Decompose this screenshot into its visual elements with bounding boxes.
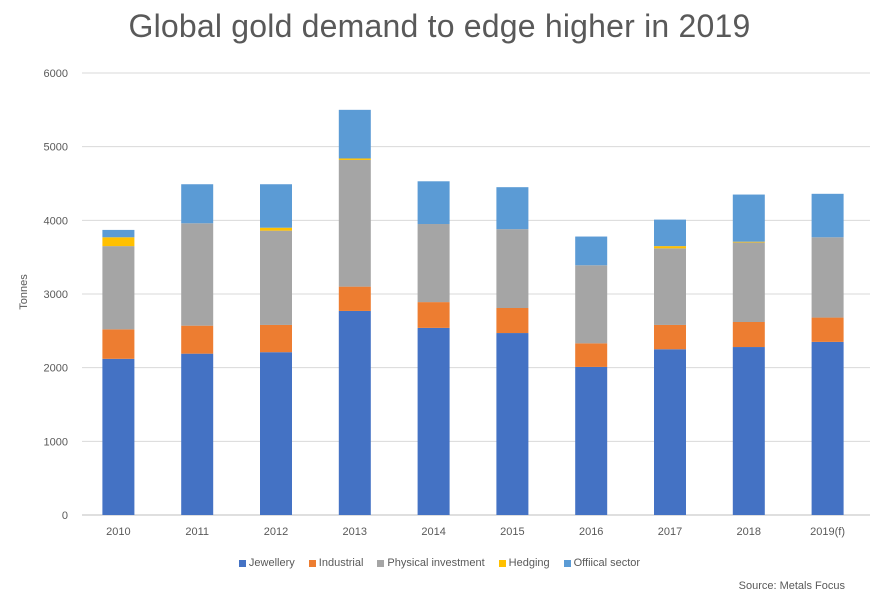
legend-swatch xyxy=(238,559,246,567)
bar-segment-offiical-sector xyxy=(811,193,844,238)
legend-label: Offiical sector xyxy=(573,557,641,569)
bar-segment-jewellery xyxy=(102,358,135,515)
bar-segment-offiical-sector xyxy=(496,187,529,230)
bar-segment-hedging xyxy=(102,237,135,247)
x-axis-ticks: 2010 2011 2012 2013 2014 2015 2016 2017 2018 2019… xyxy=(106,526,845,538)
legend-swatch xyxy=(308,559,316,567)
y-axis-label: Tonnes xyxy=(18,274,30,310)
y-tick-label: 2000 xyxy=(44,363,68,375)
legend-swatch xyxy=(377,559,385,567)
bar-segment-offiical-sector xyxy=(732,194,765,242)
y-tick-label: 3000 xyxy=(44,289,68,301)
bar-segment-physical-investment xyxy=(654,248,686,325)
legend-item: Hedging xyxy=(498,557,550,569)
x-tick-label: 2014 xyxy=(421,526,445,538)
bar-segment-offiical-sector xyxy=(102,229,135,238)
x-tick-label: 2015 xyxy=(500,526,524,538)
x-tick-label: 2019(f) xyxy=(810,526,845,538)
x-tick-label: 2016 xyxy=(579,526,603,538)
y-tick-label: 4000 xyxy=(44,215,68,227)
legend-label: Jewellery xyxy=(248,557,295,569)
bar-segment-physical-investment xyxy=(732,242,765,322)
legend-item: Jewellery xyxy=(238,557,295,569)
bar-segment-offiical-sector xyxy=(338,109,371,159)
bar-segment-jewellery xyxy=(496,333,529,515)
bar-segment-hedging xyxy=(338,158,371,160)
legend-label: Hedging xyxy=(508,557,550,569)
bar-segment-physical-investment xyxy=(260,230,292,325)
bar-segment-industrial xyxy=(417,302,450,328)
bar-segment-hedging xyxy=(732,241,765,243)
bar-segment-offiical-sector xyxy=(575,236,608,266)
bar-segment-industrial xyxy=(338,286,371,311)
y-tick-label: 6000 xyxy=(44,68,68,80)
bar-segment-physical-investment xyxy=(181,223,214,326)
bar-segment-offiical-sector xyxy=(417,181,450,225)
bar-segment-physical-investment xyxy=(338,159,371,287)
y-tick-label: 1000 xyxy=(44,436,68,448)
bar-segment-industrial xyxy=(654,324,686,350)
bar-segment-jewellery xyxy=(732,347,765,515)
legend-item: Offiical sector xyxy=(563,557,641,569)
y-tick-label: 0 xyxy=(62,510,68,522)
legend: Jewellery Industrial Physical investment He… xyxy=(0,557,879,569)
bar-segment-offiical-sector xyxy=(260,184,292,228)
bar-segment-hedging xyxy=(654,246,686,249)
bar-segment-physical-investment xyxy=(417,224,450,303)
bar-segment-industrial xyxy=(575,343,608,367)
bar-segment-physical-investment xyxy=(811,237,844,318)
bar-segment-hedging xyxy=(260,227,292,231)
bar-segment-jewellery xyxy=(181,353,214,515)
bar-segment-jewellery xyxy=(654,349,686,515)
bar-segment-offiical-sector xyxy=(181,184,214,224)
x-tick-label: 2011 xyxy=(185,526,209,538)
bar-segment-physical-investment xyxy=(575,265,608,344)
legend-label: Physical investment xyxy=(387,557,485,569)
legend-swatch xyxy=(498,559,506,567)
bars xyxy=(102,109,844,515)
bar-segment-physical-investment xyxy=(102,246,135,330)
legend-swatch xyxy=(563,559,571,567)
bar-segment-industrial xyxy=(260,324,292,353)
y-tick-label: 5000 xyxy=(44,142,68,154)
bar-segment-industrial xyxy=(496,307,529,334)
bar-segment-industrial xyxy=(181,325,214,354)
bar-segment-jewellery xyxy=(575,366,608,515)
x-tick-label: 2017 xyxy=(658,526,682,538)
legend-label: Industrial xyxy=(318,557,364,569)
x-tick-label: 2018 xyxy=(737,526,761,538)
bar-segment-jewellery xyxy=(260,352,292,515)
bar-segment-physical-investment xyxy=(496,229,529,308)
x-tick-label: 2012 xyxy=(264,526,288,538)
chart-title: Global gold demand to edge higher in 201… xyxy=(128,8,751,44)
legend-item: Physical investment xyxy=(377,557,485,569)
bar-segment-jewellery xyxy=(338,310,371,515)
gridlines xyxy=(82,72,870,516)
bar-segment-jewellery xyxy=(811,341,844,515)
bar-segment-industrial xyxy=(811,317,844,342)
y-axis-ticks: 0 1000 2000 3000 4000 5000 6000 xyxy=(44,68,68,522)
bar-segment-industrial xyxy=(732,321,765,348)
x-tick-label: 2010 xyxy=(106,526,130,538)
bar-segment-industrial xyxy=(102,329,135,359)
x-tick-label: 2013 xyxy=(343,526,367,538)
legend-item: Industrial xyxy=(308,557,364,569)
source-note: Source: Metals Focus xyxy=(738,580,845,592)
bar-segment-offiical-sector xyxy=(654,219,686,247)
bar-segment-jewellery xyxy=(417,327,450,515)
